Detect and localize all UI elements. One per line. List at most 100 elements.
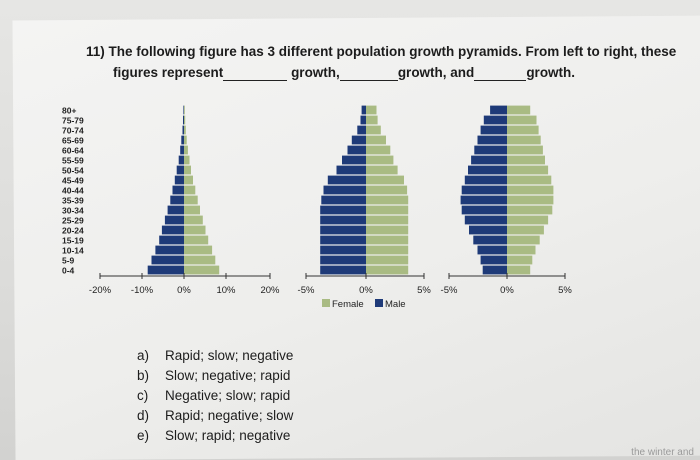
- age-group-labels: 0-45-910-1415-1920-2425-2930-3435-3940-4…: [62, 106, 84, 276]
- growth-label-2: growth, and: [397, 65, 475, 80]
- x-tick-label: 0%: [359, 285, 373, 296]
- pyramid-bar-left: [490, 105, 507, 115]
- pyramid-bar-right: [184, 125, 186, 135]
- pyramid-bar-left: [183, 105, 184, 115]
- pyramid-bar-right: [184, 175, 193, 185]
- pyramid-bar-left: [473, 235, 507, 245]
- age-label: 0-4: [62, 266, 75, 276]
- pyramid-bar-left: [170, 195, 184, 205]
- pyramid-bar-right: [184, 255, 216, 265]
- pyramid-bar-right: [366, 195, 409, 205]
- question-number: 11): [86, 44, 105, 59]
- pyramid-bar-left: [320, 255, 366, 265]
- pyramid-bar-right: [366, 175, 404, 185]
- pyramid-bar-left: [161, 225, 184, 235]
- pyramid-bar-left: [167, 205, 184, 215]
- answer-choice-b[interactable]: b) Slow; negative; rapid: [137, 368, 291, 383]
- pyramid-bar-left: [176, 165, 184, 175]
- pyramid-bar-right: [507, 145, 543, 155]
- pyramid-bar-right: [366, 265, 409, 275]
- legend-female-label: Female: [332, 299, 364, 310]
- chart-legend: Female Male: [322, 299, 406, 310]
- pyramid-bar-right: [366, 255, 409, 265]
- x-tick-label: -10%: [131, 285, 154, 296]
- pyramid-bar-left: [183, 115, 184, 125]
- answer-choice-c[interactable]: c) Negative; slow; rapid: [137, 388, 291, 403]
- pyramid-bar-right: [184, 195, 198, 205]
- pyramid-bar-right: [184, 265, 220, 275]
- answer-choice-a[interactable]: a) Rapid; slow; negative: [137, 348, 294, 363]
- growth-label-1: growth,: [291, 65, 340, 80]
- pyramid-bar-right: [366, 215, 409, 225]
- pyramid-bar-right: [184, 185, 196, 195]
- pyramid-bar-left: [357, 125, 366, 135]
- pyramid-bar-left: [327, 175, 366, 185]
- pyramid-bar-right: [366, 235, 409, 245]
- question-line-1: 11) The following figure has 3 different…: [86, 44, 676, 59]
- question-text: The following figure has 3 different pop…: [108, 44, 677, 59]
- answer-choice-d[interactable]: d) Rapid; negative; slow: [137, 408, 294, 423]
- age-label: 50-54: [62, 166, 84, 176]
- pyramid-bar-left: [480, 125, 507, 135]
- pyramid-negative: -5% 0% 5%: [441, 105, 572, 296]
- pyramid-bar-left: [321, 195, 366, 205]
- x-tick-label: 10%: [216, 285, 236, 296]
- pyramid-bar-right: [184, 245, 213, 255]
- pyramid-slow: -5% 0% 5%: [298, 105, 431, 296]
- pyramid-bar-right: [366, 105, 377, 115]
- pyramid-bar-left: [482, 265, 507, 275]
- pyramid-bar-right: [507, 115, 537, 125]
- pyramid-bar-right: [507, 135, 541, 145]
- pyramid-bar-left: [464, 215, 507, 225]
- age-label: 15-19: [62, 236, 84, 246]
- pyramid-bar-right: [507, 255, 533, 265]
- pyramid-bar-left: [468, 165, 507, 175]
- pyramid-bar-right: [184, 215, 203, 225]
- x-tick-label: 0%: [500, 285, 514, 296]
- age-label: 75-79: [62, 116, 84, 126]
- x-tick-label: -20%: [89, 285, 112, 296]
- x-tick-label: 5%: [417, 285, 431, 296]
- pyramid-bar-left: [461, 205, 507, 215]
- answer-blank-1: [223, 65, 288, 81]
- pyramid-bar-left: [182, 125, 184, 135]
- age-label: 45-49: [62, 176, 84, 186]
- pyramid-bar-left: [360, 115, 366, 125]
- pyramid-bar-left: [320, 245, 366, 255]
- pyramid-bar-right: [366, 155, 394, 165]
- pyramid-bar-left: [483, 115, 507, 125]
- pyramid-bar-left: [464, 175, 507, 185]
- pyramid-bar-right: [507, 195, 554, 205]
- pyramid-bar-right: [507, 125, 539, 135]
- pyramid-bar-right: [366, 205, 409, 215]
- pyramid-bar-right: [184, 205, 200, 215]
- pyramid-bar-left: [347, 145, 366, 155]
- pyramid-rapid: -20% -10% 0% 10% 20%: [89, 105, 280, 296]
- pyramid-bar-left: [320, 215, 366, 225]
- pyramid-bar-right: [366, 225, 409, 235]
- pyramid-bar-left: [320, 265, 366, 275]
- age-label: 5-9: [62, 256, 75, 266]
- pyramid-bar-left: [159, 235, 184, 245]
- age-label: 10-14: [62, 246, 84, 256]
- pyramid-bar-right: [184, 155, 190, 165]
- pyramid-bar-right: [184, 115, 186, 125]
- pyramid-bar-left: [461, 185, 507, 195]
- pyramid-bar-left: [471, 155, 507, 165]
- pyramid-bar-left: [147, 265, 184, 275]
- pyramid-bar-right: [366, 125, 381, 135]
- pyramid-bar-left: [178, 155, 184, 165]
- pyramid-bar-right: [184, 225, 206, 235]
- pyramid-bar-left: [477, 135, 507, 145]
- pyramid-bar-left: [174, 175, 184, 185]
- pyramid-bar-right: [366, 245, 409, 255]
- age-label: 55-59: [62, 156, 84, 166]
- pyramid-bar-right: [507, 265, 531, 275]
- age-label: 60-64: [62, 146, 84, 156]
- age-label: 20-24: [62, 226, 84, 236]
- question-text-start: figures represent: [113, 65, 224, 80]
- pyramid-bar-right: [507, 245, 536, 255]
- answer-choice-e[interactable]: e) Slow; rapid; negative: [137, 428, 291, 443]
- growth-label-3: growth.: [526, 65, 576, 80]
